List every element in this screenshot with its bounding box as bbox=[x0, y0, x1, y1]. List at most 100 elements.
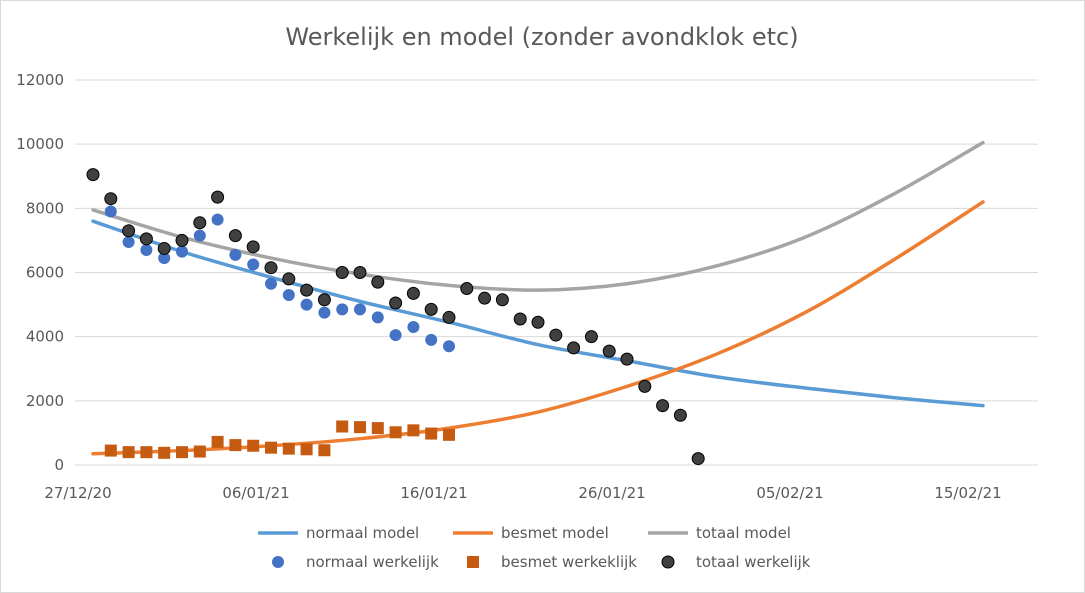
data-point bbox=[265, 441, 277, 454]
data-point bbox=[389, 329, 402, 342]
data-point bbox=[247, 439, 260, 452]
data-point bbox=[300, 298, 313, 311]
legend-item-besmet-model: besmet model bbox=[453, 524, 609, 542]
data-point bbox=[531, 315, 545, 329]
data-point bbox=[425, 333, 438, 346]
data-point bbox=[371, 311, 384, 324]
data-point bbox=[389, 426, 402, 439]
y-tick-label: 6000 bbox=[26, 264, 64, 282]
x-tick-label: 06/01/21 bbox=[222, 484, 289, 502]
x-tick-label: 26/01/21 bbox=[578, 484, 645, 502]
data-point bbox=[247, 258, 260, 271]
data-point bbox=[104, 444, 117, 457]
data-point bbox=[406, 286, 420, 300]
data-point bbox=[122, 224, 136, 238]
data-point bbox=[620, 352, 634, 366]
data-point bbox=[86, 168, 100, 182]
data-point bbox=[656, 399, 670, 413]
data-point bbox=[673, 408, 687, 422]
data-point bbox=[229, 248, 242, 261]
y-tick-label: 10000 bbox=[16, 135, 64, 153]
data-point bbox=[442, 310, 456, 324]
series-besmet-werkeklijk bbox=[104, 420, 455, 459]
data-point bbox=[478, 291, 492, 305]
data-point bbox=[425, 427, 438, 440]
legend-label: normaal model bbox=[306, 524, 419, 542]
data-point bbox=[140, 244, 153, 257]
data-point bbox=[282, 442, 295, 455]
data-point bbox=[104, 205, 117, 218]
y-tick-label: 12000 bbox=[16, 71, 64, 89]
legend-item-totaal-werkelijk: totaal werkelijk bbox=[661, 553, 811, 571]
gridlines bbox=[75, 79, 1038, 466]
data-point bbox=[638, 379, 652, 393]
data-point bbox=[193, 216, 207, 230]
x-tick-label: 16/01/21 bbox=[400, 484, 467, 502]
data-point bbox=[371, 422, 384, 435]
y-tick-label: 2000 bbox=[26, 392, 64, 410]
data-point bbox=[336, 420, 349, 433]
legend-label: normaal werkelijk bbox=[306, 553, 439, 571]
data-point bbox=[424, 302, 438, 316]
data-point bbox=[460, 282, 474, 296]
data-point bbox=[175, 233, 189, 247]
data-point bbox=[300, 443, 313, 456]
chart-title: Werkelijk en model (zonder avondklok etc… bbox=[285, 23, 798, 51]
plot-area bbox=[86, 140, 985, 466]
x-tick-label: 05/02/21 bbox=[756, 484, 823, 502]
data-point bbox=[584, 330, 598, 344]
data-point bbox=[211, 213, 224, 226]
data-point bbox=[354, 421, 366, 434]
data-point bbox=[265, 277, 277, 290]
data-point bbox=[336, 303, 349, 316]
data-point bbox=[193, 445, 206, 458]
y-tick-label: 4000 bbox=[26, 328, 64, 346]
y-tick-label: 0 bbox=[54, 456, 64, 474]
data-point bbox=[282, 272, 296, 286]
data-point bbox=[176, 245, 188, 258]
data-point bbox=[443, 428, 455, 441]
data-point bbox=[389, 296, 403, 310]
data-point bbox=[104, 192, 118, 206]
data-point bbox=[318, 306, 331, 319]
data-point bbox=[229, 439, 242, 452]
data-point bbox=[602, 344, 616, 358]
data-point bbox=[300, 283, 314, 297]
data-point bbox=[407, 424, 420, 437]
series-normaal-werkelijk bbox=[104, 205, 455, 353]
y-axis-tick-labels: 0 2000 4000 6000 8000 10000 12000 bbox=[16, 71, 64, 474]
x-tick-label: 27/12/20 bbox=[44, 484, 111, 502]
data-point bbox=[157, 241, 171, 255]
data-point bbox=[567, 341, 581, 355]
data-point bbox=[318, 444, 331, 457]
legend-circle-swatch bbox=[272, 556, 284, 568]
data-point bbox=[211, 435, 224, 448]
x-tick-label: 15/02/21 bbox=[934, 484, 1001, 502]
data-point bbox=[353, 266, 367, 279]
data-point bbox=[691, 452, 705, 466]
legend-circle-swatch bbox=[661, 555, 675, 569]
data-point bbox=[122, 236, 135, 249]
data-point bbox=[549, 328, 563, 342]
legend-label: totaal werkelijk bbox=[696, 553, 811, 571]
data-point bbox=[122, 446, 135, 459]
legend-label: besmet model bbox=[501, 524, 609, 542]
data-point bbox=[139, 232, 153, 246]
data-point bbox=[140, 446, 153, 459]
legend: normaal model besmet model totaal model nor… bbox=[258, 524, 811, 571]
data-point bbox=[176, 446, 188, 459]
data-point bbox=[193, 229, 206, 242]
data-point bbox=[158, 252, 171, 265]
series-line-normaal-model bbox=[91, 219, 985, 408]
legend-label: besmet werkeklijk bbox=[501, 553, 637, 571]
series-line-totaal-model bbox=[91, 140, 985, 292]
data-point bbox=[211, 190, 225, 204]
data-point bbox=[513, 312, 527, 326]
legend-item-normaal-model: normaal model bbox=[258, 524, 419, 542]
data-point bbox=[264, 261, 278, 275]
data-point bbox=[246, 240, 260, 254]
legend-item-totaal-model: totaal model bbox=[648, 524, 791, 542]
data-point bbox=[371, 275, 385, 289]
